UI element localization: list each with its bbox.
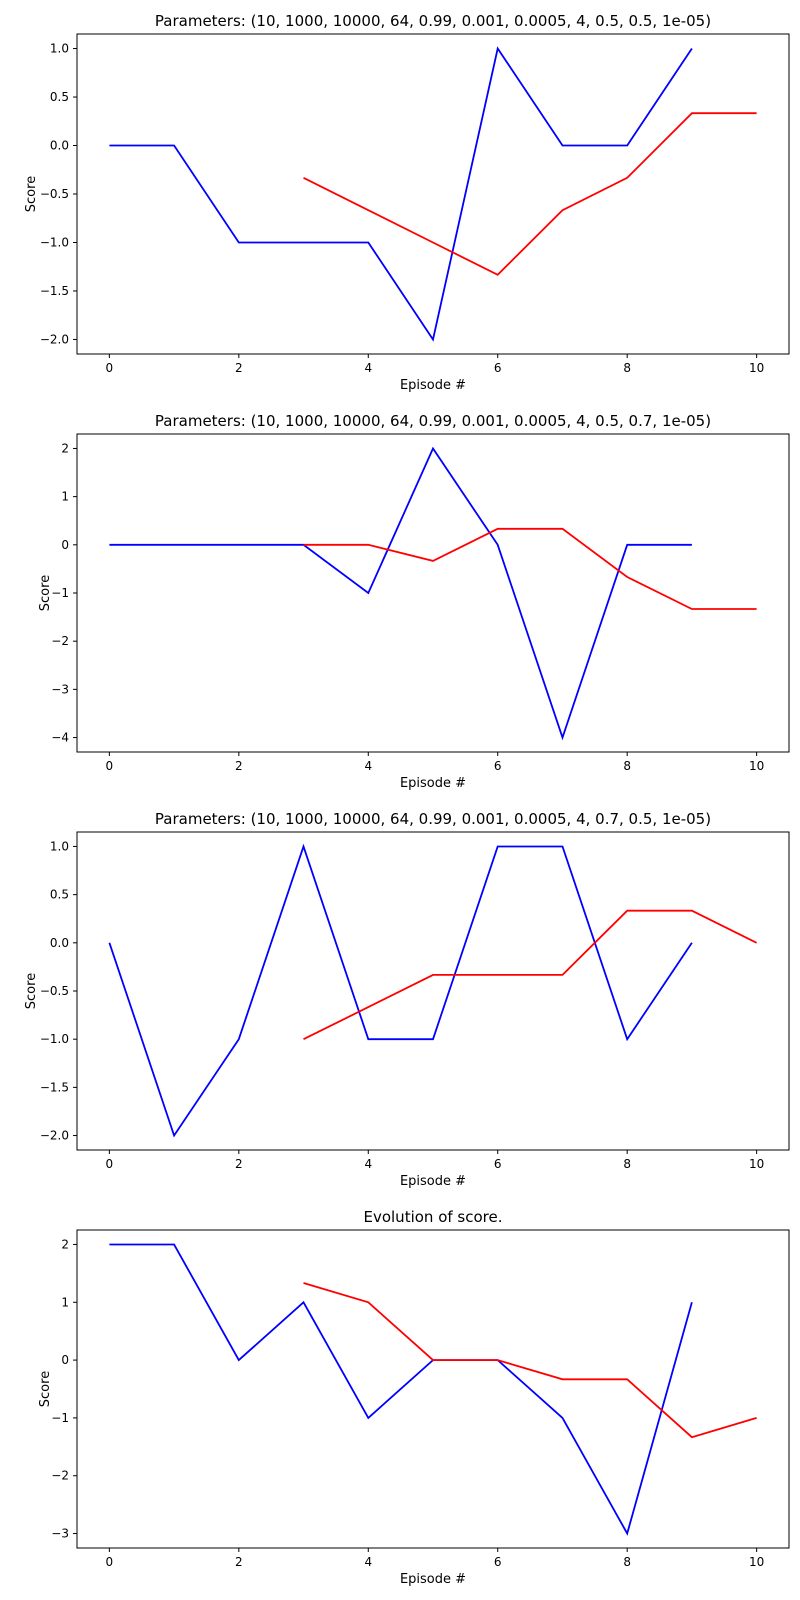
chart-title: Parameters: (10, 1000, 10000, 64, 0.99, … <box>155 810 711 828</box>
y-tick-label: −2 <box>51 1469 69 1483</box>
y-tick-label: 0.5 <box>50 888 69 902</box>
x-tick-label: 8 <box>623 361 631 375</box>
series-line-2 <box>303 1282 757 1439</box>
chart-panel-3: 0 2 4 6 8 10 −2.0 −1.5 −1.0 −0.5 0.0 0.5 1.0 Paramete… <box>24 810 790 1189</box>
y-tick-label: −0.5 <box>40 187 69 201</box>
x-tick-label: 6 <box>494 1157 502 1171</box>
y-tick-label: 0.0 <box>50 139 69 153</box>
x-tick-label: 0 <box>106 759 114 773</box>
y-tick-label: −1 <box>51 1411 69 1425</box>
y-tick-label: −3 <box>51 682 69 696</box>
y-tick-label: −1.5 <box>40 1080 69 1094</box>
y-tick-label: 0 <box>61 538 69 552</box>
x-tick-label: 10 <box>749 1555 764 1569</box>
y-tick-label: −1.0 <box>40 235 69 249</box>
x-tick-label: 8 <box>623 759 631 773</box>
y-axis-label: Score <box>24 176 39 212</box>
chart-panel-1: 0 2 4 6 8 10 −2.0 −1.5 −1.0 −0.5 0.0 0.5 1.0 Paramete… <box>24 12 790 393</box>
y-tick-label: 2 <box>61 441 69 455</box>
series-line-2 <box>303 909 757 1041</box>
y-tick-label: −2.0 <box>40 332 69 346</box>
x-tick-label: 8 <box>623 1157 631 1171</box>
series-line-1 <box>109 46 693 342</box>
x-tick-label: 4 <box>364 1157 372 1171</box>
plot-frame <box>76 831 790 1151</box>
plot-frame <box>76 1229 790 1549</box>
chart-title: Evolution of score. <box>363 1208 502 1226</box>
plot-frame <box>76 433 790 753</box>
x-tick-label: 0 <box>106 361 114 375</box>
x-tick-label: 6 <box>494 1555 502 1569</box>
y-tick-label: 2 <box>61 1237 69 1251</box>
x-axis-label: Episode # <box>400 1174 466 1189</box>
y-tick-label: 1.0 <box>50 42 69 56</box>
x-tick-label: 4 <box>364 759 372 773</box>
series-line-2 <box>303 527 757 610</box>
x-tick-label: 10 <box>749 1157 764 1171</box>
x-tick-label: 2 <box>235 1555 243 1569</box>
x-tick-label: 0 <box>106 1555 114 1569</box>
chart-title: Parameters: (10, 1000, 10000, 64, 0.99, … <box>155 12 711 30</box>
plot-frame <box>76 33 790 355</box>
y-tick-label: −2 <box>51 634 69 648</box>
y-axis-label: Score <box>38 1371 53 1407</box>
x-axis-label: Episode # <box>400 776 466 791</box>
y-tick-label: 1.0 <box>50 839 69 853</box>
x-tick-label: 0 <box>106 1157 114 1171</box>
y-tick-label: 0.5 <box>50 90 69 104</box>
series-line-1 <box>109 1243 693 1536</box>
x-tick-label: 8 <box>623 1555 631 1569</box>
y-tick-label: −0.5 <box>40 984 69 998</box>
y-tick-label: 1 <box>61 1295 69 1309</box>
chart-panel-4: 0 2 4 6 8 10 −3 −2 −1 0 1 2 Evolution of score. Episo… <box>38 1208 790 1587</box>
y-axis-label: Score <box>24 973 39 1009</box>
y-tick-label: −2.0 <box>40 1129 69 1143</box>
y-tick-label: 0.0 <box>50 936 69 950</box>
x-tick-label: 6 <box>494 759 502 773</box>
x-axis-label: Episode # <box>400 1572 466 1587</box>
y-tick-label: −1.5 <box>40 284 69 298</box>
series-line-2 <box>303 112 757 276</box>
x-tick-label: 2 <box>235 759 243 773</box>
x-tick-label: 6 <box>494 361 502 375</box>
y-tick-label: −1 <box>51 586 69 600</box>
y-tick-label: −1.0 <box>40 1032 69 1046</box>
x-tick-label: 4 <box>364 361 372 375</box>
chart-panel-2: 0 2 4 6 8 10 −4 −3 −2 −1 0 1 2 Parameters: (10, 1000,… <box>38 412 790 791</box>
y-tick-label: −4 <box>51 731 69 745</box>
y-tick-label: −3 <box>51 1527 69 1541</box>
x-tick-label: 10 <box>749 759 764 773</box>
series-line-1 <box>109 446 692 741</box>
y-tick-label: 0 <box>61 1353 69 1367</box>
x-tick-label: 2 <box>235 1157 243 1171</box>
x-tick-label: 4 <box>364 1555 372 1569</box>
y-tick-label: 1 <box>61 490 69 504</box>
chart-title: Parameters: (10, 1000, 10000, 64, 0.99, … <box>155 412 711 430</box>
y-axis-label: Score <box>38 575 53 611</box>
x-tick-label: 2 <box>235 361 243 375</box>
x-tick-label: 10 <box>749 361 764 375</box>
x-axis-label: Episode # <box>400 378 466 393</box>
